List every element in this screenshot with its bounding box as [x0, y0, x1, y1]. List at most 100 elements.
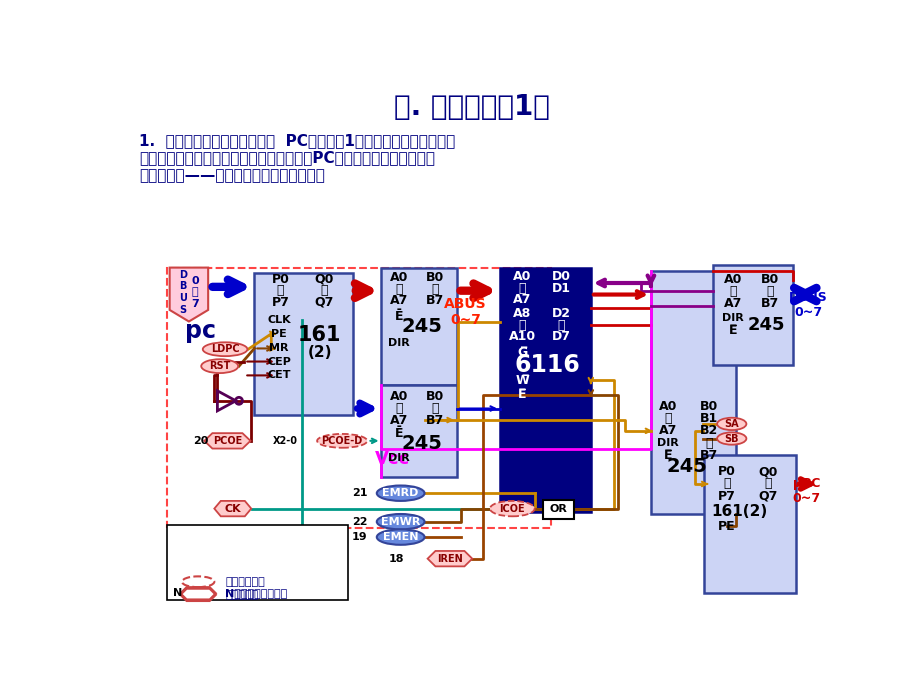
Polygon shape — [204, 433, 250, 448]
Text: EMRD: EMRD — [382, 489, 418, 498]
Polygon shape — [169, 268, 208, 322]
Text: ～: ～ — [557, 319, 564, 332]
Text: E̅: E̅ — [728, 324, 737, 337]
Text: OR: OR — [549, 504, 567, 514]
Ellipse shape — [377, 486, 424, 501]
Text: 245: 245 — [401, 317, 441, 335]
Bar — [167, 268, 550, 528]
Text: D1: D1 — [551, 282, 571, 295]
Text: ～: ～ — [431, 402, 438, 415]
Text: N是微指令信号线号: N是微指令信号线号 — [225, 589, 287, 598]
Text: B7: B7 — [425, 413, 444, 426]
Text: B7: B7 — [698, 449, 717, 462]
Ellipse shape — [377, 514, 424, 529]
Text: Q7: Q7 — [757, 490, 777, 503]
Ellipse shape — [317, 434, 367, 448]
Text: A7: A7 — [723, 297, 742, 310]
Text: A0: A0 — [658, 400, 676, 413]
Text: MR: MR — [269, 344, 289, 353]
Text: P0: P0 — [271, 273, 289, 286]
Text: 20: 20 — [193, 436, 208, 446]
Text: ～: ～ — [764, 477, 771, 491]
Text: DIR: DIR — [388, 338, 410, 348]
Text: EMWR: EMWR — [380, 517, 420, 526]
Ellipse shape — [716, 433, 745, 444]
Text: A7: A7 — [390, 413, 408, 426]
Bar — [711, 265, 792, 366]
Text: 行，决定了程序在内存中必须连续存放。而PC的可赋值性决定了程序可: 行，决定了程序在内存中必须连续存放。而PC的可赋值性决定了程序可 — [139, 150, 435, 166]
Bar — [499, 268, 590, 513]
Ellipse shape — [377, 529, 424, 545]
Bar — [167, 525, 348, 600]
Text: DIR: DIR — [721, 313, 743, 323]
Text: ～: ～ — [518, 319, 526, 332]
Text: DIR: DIR — [656, 438, 678, 449]
Text: 6116: 6116 — [514, 353, 579, 377]
Text: ～: ～ — [395, 402, 403, 415]
Text: EMEN: EMEN — [382, 532, 418, 542]
Text: ～: ～ — [722, 477, 730, 491]
Text: ～: ～ — [277, 284, 284, 297]
Text: W̅: W̅ — [515, 373, 528, 386]
Text: E̅: E̅ — [517, 388, 526, 401]
Text: DIR: DIR — [388, 453, 410, 463]
Text: 19: 19 — [352, 532, 368, 542]
Text: D2: D2 — [551, 307, 571, 320]
Text: D
B
U
S: D B U S — [178, 270, 187, 315]
Text: 芯片间连接点: 芯片间连接点 — [225, 577, 265, 586]
Text: A0: A0 — [390, 271, 408, 284]
Text: 245: 245 — [666, 457, 707, 476]
Text: X2-0: X2-0 — [272, 436, 298, 446]
Text: 245: 245 — [401, 433, 441, 453]
Text: A7: A7 — [658, 424, 676, 437]
Text: DBUS
0~7: DBUS 0~7 — [788, 290, 826, 319]
Text: ～: ～ — [320, 284, 327, 297]
Text: Q7: Q7 — [313, 296, 333, 308]
Text: B2: B2 — [698, 424, 717, 437]
Ellipse shape — [202, 342, 247, 356]
Polygon shape — [214, 501, 251, 516]
Text: ～: ～ — [729, 285, 736, 298]
Text: A8: A8 — [513, 307, 531, 320]
Text: ICOE: ICOE — [499, 504, 525, 513]
Text: 161: 161 — [298, 326, 341, 346]
Text: B7: B7 — [425, 294, 444, 307]
Text: A0: A0 — [390, 390, 408, 403]
Text: PCOE: PCOE — [212, 436, 242, 446]
Text: ～: ～ — [518, 282, 526, 295]
Text: D0: D0 — [551, 270, 571, 284]
Text: µPC
0~7: µPC 0~7 — [791, 477, 820, 505]
Text: P7: P7 — [718, 490, 735, 503]
Text: 245: 245 — [747, 316, 784, 335]
Text: SA: SA — [723, 419, 738, 429]
Text: ABUS
0~7: ABUS 0~7 — [444, 297, 486, 327]
Ellipse shape — [490, 501, 534, 516]
Text: CLK: CLK — [267, 315, 290, 325]
Text: 22: 22 — [352, 517, 368, 526]
Text: G̅: G̅ — [516, 346, 527, 359]
Bar — [381, 384, 457, 477]
Text: E̅: E̅ — [663, 449, 672, 462]
Text: (2): (2) — [307, 345, 332, 359]
Text: PE: PE — [271, 329, 287, 339]
Text: PE: PE — [718, 520, 735, 533]
Text: D7: D7 — [551, 331, 571, 344]
Text: 18: 18 — [388, 553, 403, 564]
Text: A7: A7 — [513, 293, 531, 306]
Text: 一. 背景知识（1）: 一. 背景知识（1） — [393, 93, 549, 121]
Text: Q0: Q0 — [313, 273, 333, 286]
Text: B0: B0 — [425, 390, 444, 403]
Text: A10: A10 — [508, 331, 535, 344]
Bar — [703, 455, 796, 593]
Text: 以分段存放——程序存储器是分段连续的。: 以分段存放——程序存储器是分段连续的。 — [139, 168, 324, 184]
Text: PCOE-D: PCOE-D — [321, 436, 362, 446]
Ellipse shape — [201, 359, 238, 373]
Text: ～: ～ — [704, 437, 711, 450]
Text: 插孔或电键: 插孔或电键 — [225, 590, 258, 600]
Text: ～: ～ — [395, 283, 403, 295]
Text: 21: 21 — [352, 489, 368, 498]
Text: Ē: Ē — [394, 310, 403, 323]
Bar — [542, 500, 573, 519]
Text: Vcc: Vcc — [375, 450, 410, 468]
Polygon shape — [427, 551, 471, 566]
